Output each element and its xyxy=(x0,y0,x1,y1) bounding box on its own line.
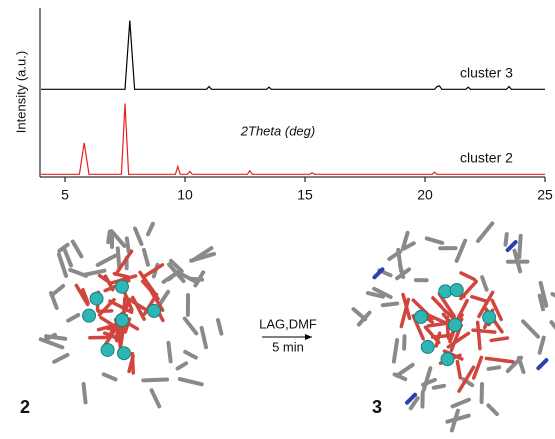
bond xyxy=(453,400,469,407)
bond xyxy=(143,380,167,381)
bond xyxy=(108,232,110,243)
series-label: cluster 3 xyxy=(460,65,513,81)
bond xyxy=(538,360,546,368)
bond xyxy=(168,343,170,362)
bond xyxy=(473,330,495,332)
arrow-label: LAG,DMF xyxy=(259,316,317,331)
bond xyxy=(160,292,168,305)
series-label: cluster 2 xyxy=(460,150,513,166)
bond xyxy=(178,363,187,368)
bond xyxy=(506,234,507,245)
bond xyxy=(551,322,555,332)
bond xyxy=(488,405,497,414)
bond xyxy=(59,254,66,276)
y-axis-label: Intensity (a.u.) xyxy=(13,51,28,133)
bond xyxy=(180,379,202,384)
bond xyxy=(65,250,71,266)
bond xyxy=(98,256,116,265)
bond xyxy=(46,336,65,339)
bond xyxy=(523,321,538,336)
bond xyxy=(185,319,197,334)
atom xyxy=(421,340,434,353)
bond xyxy=(540,338,544,353)
bond xyxy=(433,298,442,307)
x-tick-label: 5 xyxy=(61,187,69,203)
bond xyxy=(428,323,448,326)
atom xyxy=(116,314,129,327)
bond xyxy=(218,320,221,334)
bond xyxy=(482,277,486,289)
atom xyxy=(450,284,463,297)
bond xyxy=(84,384,86,402)
bond xyxy=(52,286,63,295)
bond xyxy=(185,352,196,358)
bond xyxy=(152,390,160,406)
x-tick-label: 10 xyxy=(177,187,193,203)
bond xyxy=(374,269,382,277)
bond xyxy=(144,250,148,265)
bond xyxy=(148,224,153,234)
bond xyxy=(519,236,520,257)
atom xyxy=(90,292,103,305)
bond xyxy=(457,362,460,378)
bond xyxy=(478,223,492,241)
bond xyxy=(104,374,116,379)
bond xyxy=(354,309,366,319)
bond xyxy=(383,303,397,305)
x-tick-label: 20 xyxy=(417,187,433,203)
atom xyxy=(115,280,128,293)
bond xyxy=(68,315,78,321)
bond xyxy=(427,238,442,242)
atom xyxy=(414,310,427,323)
bond xyxy=(118,248,119,268)
atom xyxy=(439,285,452,298)
bond xyxy=(132,354,133,373)
bond xyxy=(434,386,444,388)
atom xyxy=(441,353,454,366)
bond xyxy=(54,355,67,362)
bond xyxy=(478,322,480,348)
arrow-head xyxy=(305,334,312,340)
bond xyxy=(73,242,82,257)
molecule-label: 2 xyxy=(20,397,30,417)
arrow-label: 5 min xyxy=(272,339,304,354)
atom xyxy=(483,311,496,324)
bond xyxy=(101,318,114,326)
bond xyxy=(491,338,507,340)
bond xyxy=(394,340,397,362)
atom xyxy=(117,347,130,360)
bond xyxy=(424,368,431,390)
bond xyxy=(135,229,141,244)
bond xyxy=(127,238,129,251)
bond xyxy=(486,358,512,361)
x-tick-label: 15 xyxy=(297,187,313,203)
atom xyxy=(449,319,462,332)
bond xyxy=(202,328,206,347)
bond xyxy=(461,273,474,280)
bond xyxy=(397,365,413,376)
bond xyxy=(70,270,86,276)
bond xyxy=(472,297,487,302)
x-tick-label: 25 xyxy=(537,187,553,203)
bond xyxy=(457,241,466,261)
x-axis-label: 2Theta (deg) xyxy=(240,123,315,138)
bond xyxy=(459,367,473,391)
atom xyxy=(83,309,96,322)
atom xyxy=(147,304,160,317)
figure: Intensity (a.u.) 2Theta (deg) 2 3 LAG,DM… xyxy=(0,0,555,439)
atom xyxy=(101,343,114,356)
bond xyxy=(85,271,104,275)
bond xyxy=(433,335,452,337)
molecule-label: 3 xyxy=(372,397,382,417)
bond xyxy=(489,367,500,369)
